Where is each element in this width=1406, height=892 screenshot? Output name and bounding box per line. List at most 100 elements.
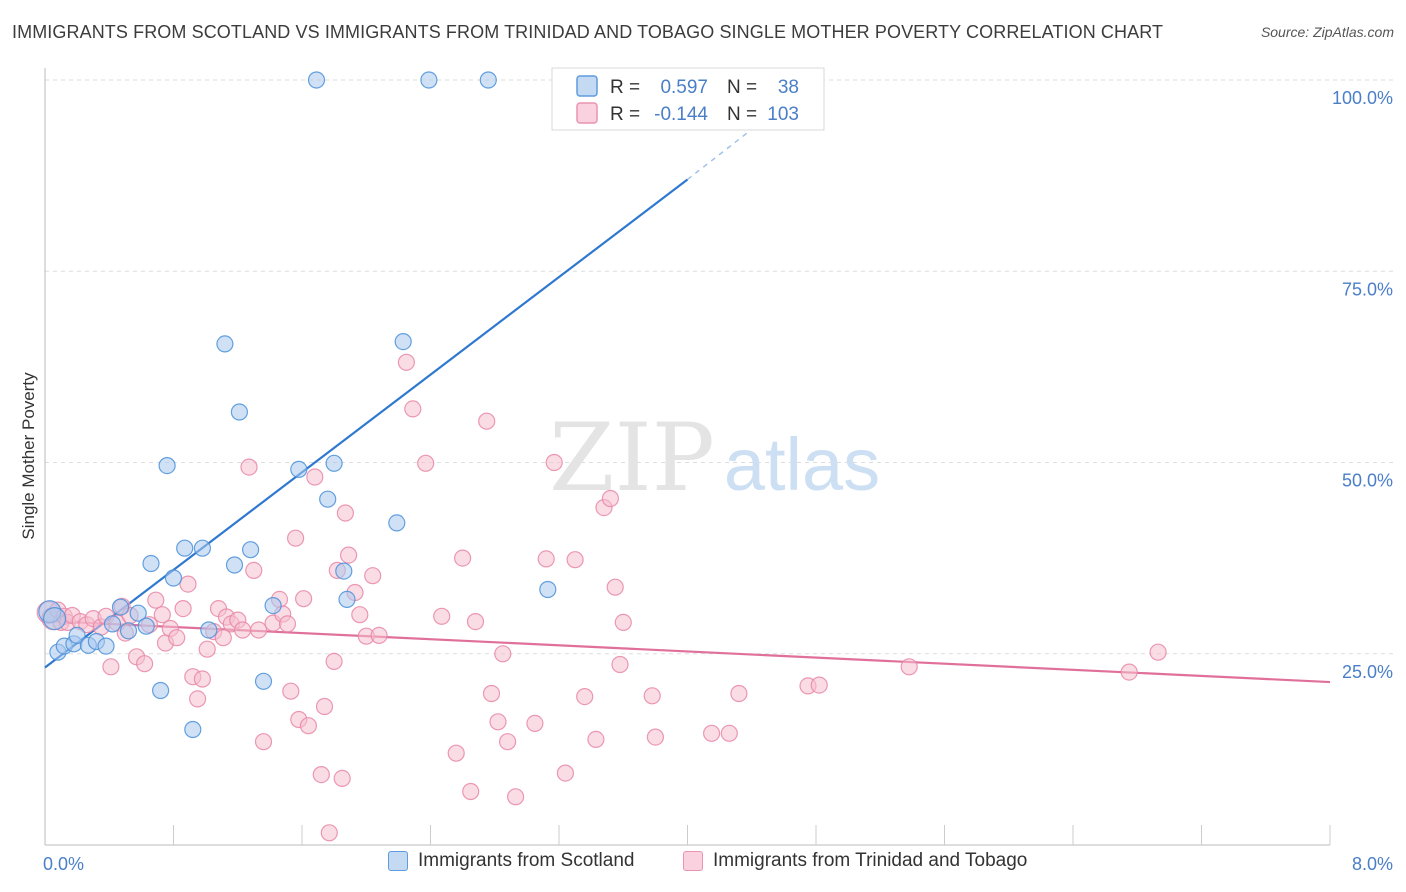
point-trinidad	[556, 764, 575, 782]
watermark: ZIP atlas	[549, 404, 880, 513]
point-scotland	[42, 606, 67, 631]
point-trinidad	[136, 655, 154, 673]
legend-item-trinidad[interactable]: Immigrants from Trinidad and Tobago	[683, 850, 1027, 872]
point-trinidad	[466, 612, 485, 631]
point-scotland	[264, 596, 282, 615]
legend-label-trinidad: Immigrants from Trinidad and Tobago	[713, 850, 1028, 871]
point-trinidad	[545, 453, 563, 472]
point-trinidad	[306, 468, 324, 486]
point-trinidad	[295, 590, 313, 608]
point-trinidad	[336, 504, 354, 522]
stats-swatch	[576, 102, 598, 124]
point-trinidad	[526, 714, 544, 733]
trend-lines	[44, 110, 1331, 684]
point-scotland	[111, 598, 130, 616]
point-trinidad	[179, 575, 197, 593]
point-scotland	[164, 569, 183, 587]
point-scotland	[142, 554, 160, 573]
series-legend: Immigrants from Scotland Immigrants from…	[0, 850, 1406, 880]
trend-line-scotland	[44, 178, 689, 669]
point-trinidad	[433, 607, 451, 625]
x-tick-label: 8.0%	[1352, 854, 1393, 874]
point-trinidad	[287, 529, 305, 547]
point-trinidad	[601, 489, 620, 508]
point-scotland	[103, 615, 122, 633]
point-scotland	[338, 590, 356, 609]
point-trinidad	[646, 728, 665, 746]
point-scotland	[319, 490, 337, 508]
point-trinidad	[320, 824, 338, 842]
point-trinidad	[245, 561, 263, 580]
point-trinidad	[102, 658, 120, 676]
stats-r-label: R =	[610, 104, 640, 125]
data-points	[36, 71, 1167, 842]
source-label: Source: ZipAtlas.com	[1260, 24, 1394, 40]
point-trinidad	[417, 454, 435, 472]
point-trinidad	[351, 606, 369, 624]
point-trinidad	[730, 684, 748, 703]
point-trinidad	[214, 629, 232, 647]
point-trinidad	[364, 567, 382, 585]
point-scotland	[200, 621, 218, 639]
point-scotland	[479, 71, 497, 89]
point-scotland	[335, 562, 353, 580]
point-scotland	[137, 617, 155, 635]
legend-swatch-pink	[683, 851, 703, 871]
y-axis-title: Single Mother Poverty	[19, 372, 38, 540]
stats-swatch	[576, 75, 598, 97]
point-scotland	[152, 681, 170, 700]
stats-r-label: R =	[610, 77, 640, 98]
point-trinidad	[250, 621, 268, 639]
watermark-zip: ZIP	[549, 404, 715, 513]
point-scotland	[230, 403, 248, 421]
point-trinidad	[499, 733, 517, 751]
point-scotland	[68, 626, 86, 645]
point-scotland	[290, 460, 308, 478]
point-trinidad	[404, 400, 422, 418]
stats-n-value: 38	[778, 77, 799, 98]
point-trinidad	[340, 546, 358, 564]
point-trinidad	[1149, 643, 1167, 661]
point-scotland	[158, 457, 176, 475]
point-trinidad	[720, 724, 738, 742]
point-trinidad	[900, 658, 918, 676]
point-scotland	[193, 539, 211, 557]
point-trinidad	[587, 730, 605, 749]
point-scotland	[307, 71, 326, 89]
point-trinidad	[1120, 663, 1138, 681]
stats-n-value: 103	[767, 104, 799, 125]
point-scotland	[216, 335, 234, 353]
point-trinidad	[566, 551, 584, 569]
point-trinidad	[333, 769, 351, 788]
stats-legend: R = 0.597 N = 38 R = -0.144 N = 103	[551, 67, 825, 131]
y-tick-label: 25.0%	[1342, 662, 1393, 682]
point-trinidad	[189, 690, 207, 708]
y-tick-label: 100.0%	[1332, 88, 1393, 108]
point-scotland	[184, 720, 202, 739]
point-trinidad	[447, 744, 465, 762]
point-trinidad	[278, 615, 297, 633]
point-trinidad	[193, 670, 211, 688]
point-scotland	[119, 622, 138, 640]
point-scotland	[539, 580, 557, 599]
point-trinidad	[489, 713, 507, 731]
axes: 25.0% 50.0% 75.0% 100.0% 0.0% 8.0% Single Moth…	[19, 68, 1393, 874]
point-trinidad	[282, 682, 300, 700]
point-trinidad	[168, 629, 186, 647]
point-trinidad	[174, 599, 192, 618]
point-trinidad	[702, 724, 721, 742]
point-scotland	[420, 71, 438, 89]
point-trinidad	[240, 458, 258, 476]
point-trinidad	[198, 640, 216, 658]
point-scotland	[388, 514, 406, 532]
point-trinidad	[810, 676, 828, 694]
stats-r-value: 0.597	[660, 77, 708, 98]
point-trinidad	[482, 684, 501, 703]
point-scotland	[325, 454, 343, 472]
point-trinidad	[614, 613, 632, 632]
point-trinidad	[397, 353, 415, 371]
legend-item-scotland[interactable]: Immigrants from Scotland	[388, 850, 634, 872]
point-trinidad	[462, 782, 480, 801]
point-scotland	[129, 604, 147, 622]
